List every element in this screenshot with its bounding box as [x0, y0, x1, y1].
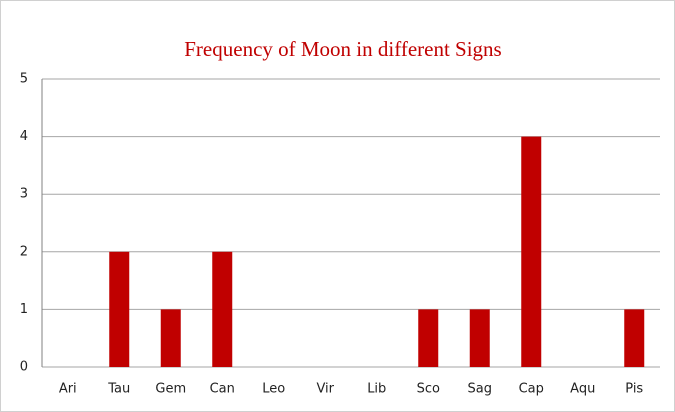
chart-title: Frequency of Moon in different Signs [184, 37, 501, 61]
x-tick-label: Gem [155, 382, 186, 397]
bar [109, 251, 130, 367]
y-tick-label: 4 [20, 129, 28, 144]
y-tick-label: 3 [20, 187, 28, 202]
x-tick-label: Ari [59, 382, 77, 397]
x-tick-label: Can [210, 382, 235, 397]
x-tick-label: Lib [367, 382, 386, 397]
x-tick-label: Vir [316, 382, 334, 397]
bar [469, 309, 490, 367]
bar [624, 309, 645, 367]
x-tick-label: Sco [417, 382, 440, 397]
bar [212, 251, 233, 367]
bar [418, 309, 439, 367]
bar [160, 309, 181, 367]
x-tick-label: Aqu [570, 382, 595, 397]
x-tick-label: Sag [468, 382, 492, 397]
bar [521, 136, 542, 367]
y-tick-label: 1 [20, 302, 28, 317]
x-tick-label: Cap [519, 382, 544, 397]
x-tick-label: Pis [625, 382, 643, 397]
y-tick-label: 2 [20, 244, 28, 259]
x-tick-label: Tau [107, 382, 130, 397]
y-tick-label: 0 [20, 360, 28, 375]
y-tick-label: 5 [20, 72, 28, 87]
x-tick-label: Leo [262, 382, 285, 397]
